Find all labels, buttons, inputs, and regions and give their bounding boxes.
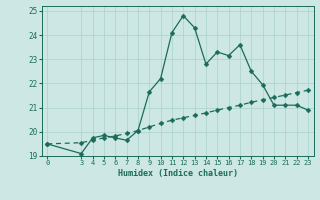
X-axis label: Humidex (Indice chaleur): Humidex (Indice chaleur) — [118, 169, 237, 178]
